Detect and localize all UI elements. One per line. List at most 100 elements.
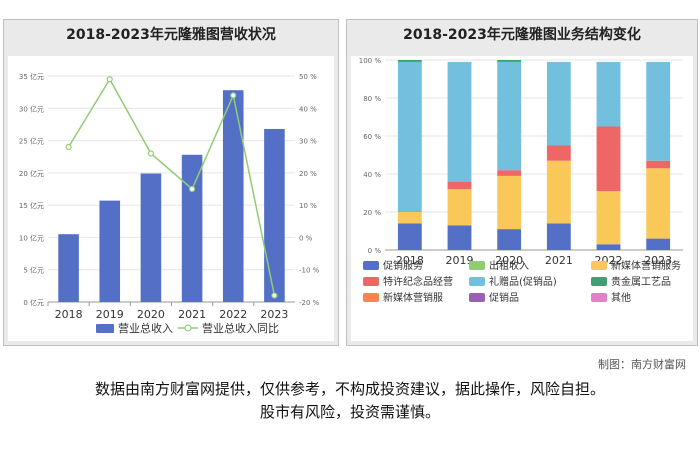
x-tick-label: 2018 <box>55 308 83 321</box>
y-tick-label: 0 % <box>368 247 382 255</box>
disclaimer-line-1: 数据由南方财富网提供，仅供参考，不构成投资建议，据此操作，风险自担。 <box>94 380 605 398</box>
revenue-bar <box>264 128 285 302</box>
y-left-tick-label: 35 亿元 <box>19 72 44 81</box>
y-tick-label: 80 % <box>363 95 381 103</box>
y-right-tick-label: 20 % <box>299 170 317 178</box>
yoy-growth-point <box>230 92 237 99</box>
structure-bar-segment <box>497 175 522 230</box>
structure-bar-segment <box>596 244 621 250</box>
legend-swatch-revenue <box>96 324 114 333</box>
structure-bar-segment <box>646 61 671 161</box>
y-right-tick-label: -10 % <box>299 267 320 275</box>
legend-label: 出租收入 <box>489 259 529 272</box>
structure-bar-segment <box>497 229 522 250</box>
right-chart-panel: 2018-2023年元隆雅图业务结构变化 0 % 20 % 40 % 60 % 80 %… <box>346 19 698 346</box>
x-tick-label: 2023 <box>260 308 288 321</box>
legend-label-yoy: 营业总收入同比 <box>202 321 279 335</box>
legend-marker-yoy <box>184 324 192 332</box>
legend-swatch <box>591 277 607 286</box>
yoy-growth-point <box>188 185 196 193</box>
structure-bar-segment <box>497 60 522 62</box>
revenue-chart: 0 亿元 5 亿元 10 亿元 15 亿元 20 亿元 25 亿元 30 亿元 35 亿元 -2… <box>19 72 320 335</box>
structure-bar-segment <box>546 145 571 161</box>
structure-bar-segment <box>497 61 522 171</box>
structure-bar-segment <box>497 170 522 176</box>
right-chart-title: 2018-2023年元隆雅图业务结构变化 <box>403 27 641 43</box>
revenue-bar <box>181 154 203 302</box>
legend-swatch <box>363 293 379 302</box>
y-left-tick-label: 10 亿元 <box>19 233 44 242</box>
y-left-tick-label: 25 亿元 <box>19 137 44 146</box>
revenue-bar <box>58 234 79 302</box>
y-right-tick-label: 30 % <box>299 138 317 146</box>
structure-bar-segment <box>447 189 472 226</box>
legend-swatch <box>363 277 379 286</box>
structure-bar-segment <box>447 181 472 190</box>
legend-swatch <box>363 261 379 270</box>
y-tick-label: 60 % <box>363 133 381 141</box>
revenue-bar <box>99 200 121 302</box>
y-right-tick-label: -20 % <box>299 299 320 307</box>
structure-bar-segment <box>397 60 422 62</box>
x-tick-label: 2020 <box>495 254 523 267</box>
legend-label: 其他 <box>611 291 631 304</box>
business-structure-chart: 0 % 20 % 40 % 60 % 80 % 100 % 2018 2019 2020 2021… <box>359 57 683 304</box>
legend-label: 新媒体营销服 <box>383 291 443 304</box>
yoy-growth-line <box>67 77 276 296</box>
structure-bar-segment <box>646 238 671 250</box>
x-tick-label: 2018 <box>396 254 424 267</box>
legend-label: 新媒体营销服务 <box>611 259 681 272</box>
structure-bar-segment <box>596 191 621 245</box>
disclaimer-line-2: 股市有风险，投资需谨慎。 <box>259 403 440 421</box>
legend-swatch <box>591 293 607 302</box>
legend-label: 礼赠品(促销品) <box>489 275 557 288</box>
revenue-bar <box>222 90 244 302</box>
legend-label: 特许纪念品经营 <box>383 275 453 288</box>
structure-bar-segment <box>397 223 422 250</box>
structure-bar-segment <box>447 225 472 250</box>
y-tick-label: 100 % <box>359 57 382 65</box>
yoy-growth-point <box>106 76 113 83</box>
legend-label: 贵金属工艺品 <box>611 275 671 288</box>
x-tick-label: 2020 <box>137 308 165 321</box>
legend-label: 促销品 <box>489 291 519 304</box>
x-tick-label: 2021 <box>545 254 573 267</box>
yoy-growth-point <box>271 292 278 299</box>
y-right-tick-label: 0 % <box>299 234 313 242</box>
structure-bar-segment <box>596 126 621 192</box>
structure-bar-segment <box>447 61 472 182</box>
legend-swatch <box>469 277 485 286</box>
structure-bar-segment <box>546 160 571 224</box>
x-tick-label: 2019 <box>96 308 124 321</box>
structure-bar-segment <box>546 223 571 250</box>
y-left-tick-label: 15 亿元 <box>19 201 44 210</box>
x-tick-label: 2019 <box>446 254 474 267</box>
yoy-growth-point <box>147 150 155 157</box>
y-tick-label: 20 % <box>363 209 381 217</box>
legend-swatch <box>469 261 485 270</box>
left-chart-panel: 2018-2023年元隆雅图营收状况 0 亿元 5 亿元 10 亿元 15 亿元 20 … <box>3 19 339 346</box>
y-right-tick-label: 50 % <box>299 73 317 81</box>
structure-bar-segment <box>397 212 422 224</box>
y-right-tick-label: 40 % <box>299 105 317 113</box>
yoy-growth-point <box>65 143 72 151</box>
y-right-tick-label: 10 % <box>299 202 317 210</box>
structure-bar-segment <box>646 160 671 169</box>
y-left-tick-label: 20 亿元 <box>19 169 44 178</box>
revenue-bar <box>140 173 162 302</box>
y-left-tick-label: 30 亿元 <box>19 104 44 113</box>
structure-bar-segment <box>596 61 621 127</box>
structure-bar-segment <box>397 61 422 213</box>
legend-label: 促销服务 <box>383 259 423 272</box>
x-tick-label: 2021 <box>178 308 206 321</box>
x-tick-label: 2023 <box>644 254 672 267</box>
legend-swatch <box>591 261 607 270</box>
y-tick-label: 40 % <box>363 171 381 179</box>
legend-swatch <box>469 293 485 302</box>
left-chart-title: 2018-2023年元隆雅图营收状况 <box>66 27 276 43</box>
y-left-tick-label: 0 亿元 <box>23 298 44 307</box>
chart-credit: 制图：南方财富网 <box>598 358 686 371</box>
x-tick-label: 2022 <box>219 308 247 321</box>
structure-bar-segment <box>546 61 571 146</box>
legend-label-revenue: 营业总收入 <box>118 321 173 335</box>
